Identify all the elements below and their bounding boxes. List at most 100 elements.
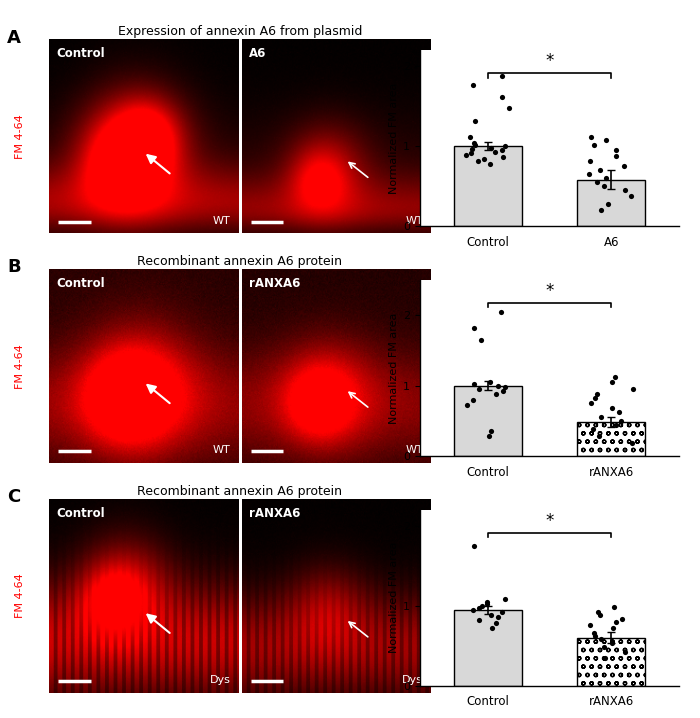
Point <box>587 424 598 435</box>
Point <box>474 602 485 614</box>
Bar <box>578 638 645 686</box>
Point <box>490 146 501 157</box>
Point <box>468 80 479 91</box>
Point <box>490 617 501 629</box>
Point <box>491 388 502 400</box>
Point <box>479 153 490 164</box>
Point <box>589 630 601 642</box>
Point <box>486 609 497 620</box>
Y-axis label: Normalized FM area: Normalized FM area <box>389 83 399 194</box>
Point <box>500 594 511 605</box>
Bar <box>578 180 645 226</box>
Point <box>600 172 611 184</box>
Point <box>485 426 496 437</box>
Text: *: * <box>545 52 554 70</box>
Text: Control: Control <box>57 47 105 60</box>
Text: A: A <box>7 29 21 47</box>
Text: *: * <box>545 282 554 300</box>
Point <box>592 177 603 188</box>
Point <box>610 144 622 156</box>
Point <box>608 623 619 634</box>
Point <box>596 411 607 423</box>
Point <box>626 437 638 449</box>
Point <box>497 386 508 397</box>
Point <box>500 381 511 393</box>
Point <box>625 190 636 202</box>
Point <box>614 406 625 418</box>
Text: FM 4-64: FM 4-64 <box>15 344 24 388</box>
Point <box>496 70 507 82</box>
Text: Recombinant annexin A6 protein: Recombinant annexin A6 protein <box>137 255 342 268</box>
Point <box>473 615 484 626</box>
Point <box>620 185 631 196</box>
Text: FM 4-64: FM 4-64 <box>15 574 24 618</box>
Point <box>486 623 498 634</box>
Text: FM 4-64: FM 4-64 <box>15 114 24 159</box>
Point <box>610 419 622 431</box>
Point <box>598 180 610 192</box>
Point <box>476 334 487 345</box>
Text: Dys: Dys <box>209 675 230 685</box>
Point <box>468 378 480 390</box>
Point <box>465 131 476 142</box>
Point <box>496 607 507 618</box>
Point <box>482 598 493 610</box>
Text: A6: A6 <box>249 47 267 60</box>
Point <box>473 155 484 167</box>
Y-axis label: Normalized FM area: Normalized FM area <box>389 542 399 653</box>
Point <box>468 394 479 406</box>
Point <box>483 431 494 442</box>
Point <box>498 151 509 162</box>
Point <box>609 602 620 613</box>
Point <box>610 616 622 628</box>
Point <box>585 131 596 142</box>
Text: Control: Control <box>57 277 105 290</box>
Point <box>492 380 503 391</box>
Bar <box>454 610 522 686</box>
Text: rANXA6: rANXA6 <box>249 277 300 290</box>
Point <box>606 637 617 648</box>
Point <box>588 139 599 150</box>
Point <box>470 115 481 126</box>
Point <box>592 388 603 400</box>
Point <box>497 144 508 156</box>
Bar <box>454 386 522 456</box>
Point <box>584 169 595 180</box>
Point <box>609 371 620 383</box>
Point <box>468 540 480 551</box>
Text: C: C <box>7 488 20 506</box>
Point <box>601 134 612 146</box>
Point <box>503 102 514 113</box>
Point <box>594 164 606 176</box>
Text: Recombinant annexin A6 protein: Recombinant annexin A6 protein <box>137 485 342 498</box>
Point <box>627 383 638 395</box>
Point <box>617 612 628 624</box>
Text: WT: WT <box>213 445 230 455</box>
Point <box>606 376 617 388</box>
Point <box>620 646 631 658</box>
Point <box>585 398 596 409</box>
Point <box>484 158 496 169</box>
Point <box>584 155 595 167</box>
Point <box>460 149 471 161</box>
Point <box>476 600 487 612</box>
Text: B: B <box>7 258 20 276</box>
Point <box>466 148 477 159</box>
Point <box>589 628 600 639</box>
Point <box>466 144 477 155</box>
Point <box>486 142 497 154</box>
Y-axis label: Normalized FM area: Normalized FM area <box>389 312 399 424</box>
Point <box>596 205 607 216</box>
Point <box>616 415 627 426</box>
Bar <box>454 146 522 226</box>
Text: rANXA6: rANXA6 <box>249 507 300 520</box>
Point <box>592 607 603 618</box>
Point <box>584 619 596 630</box>
Point <box>619 160 630 172</box>
Point <box>598 642 610 653</box>
Text: WT: WT <box>405 445 423 455</box>
Point <box>468 322 480 334</box>
Point <box>594 610 606 621</box>
Bar <box>578 422 645 456</box>
Point <box>468 604 479 615</box>
